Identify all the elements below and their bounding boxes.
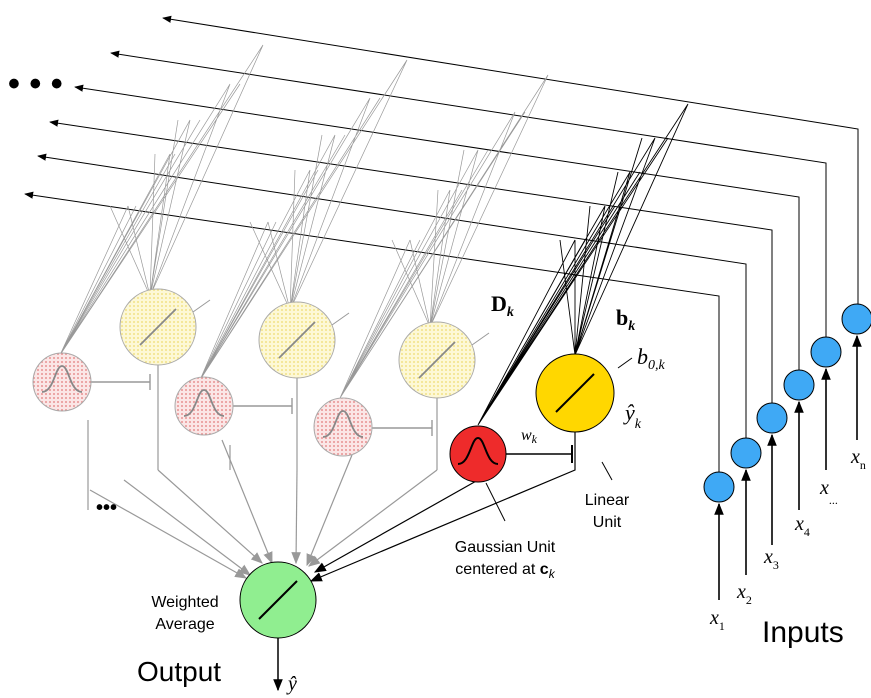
input-node-x1 [703, 471, 735, 503]
input-node-xn [841, 303, 871, 335]
bus-line-xn [162, 15, 859, 308]
output-node-group [239, 561, 317, 692]
gaussian-caption-1: Gaussian Unit [455, 539, 556, 556]
yhat-label: ŷ [286, 673, 297, 695]
input-label-x2: x2 [736, 581, 752, 607]
faded-weight-lines [59, 44, 549, 399]
input-arrows [714, 334, 862, 600]
gaussian-curve-icon [457, 436, 499, 465]
input-labels: x1 x2 x3 x4 x... xn [709, 446, 866, 633]
input-node-x2 [730, 437, 762, 469]
input-nodes [703, 303, 871, 503]
ellipsis-left: ••• [96, 497, 117, 519]
linear-unit-caption-1: Linear [585, 492, 630, 509]
faded-output-arrows [87, 342, 438, 579]
bus-line-xdots [110, 50, 827, 343]
input-label-x4: x4 [794, 513, 810, 539]
input-node-x4 [783, 369, 815, 401]
D-k-label: Dk [491, 291, 514, 320]
input-label-x1: x1 [709, 607, 725, 633]
weighted-caption-1: Weighted [151, 594, 218, 611]
linear-icon [555, 373, 595, 413]
active-units [449, 353, 615, 483]
input-node-x3 [756, 402, 788, 434]
faded-units [32, 288, 490, 457]
wk-label: wk [521, 427, 538, 446]
input-label-x3: x3 [763, 546, 779, 572]
input-node-xdots [810, 336, 842, 368]
b-k-label: bk [616, 305, 635, 334]
bus-line-x3 [49, 119, 773, 405]
bus-line-x4 [74, 84, 800, 374]
output-label: Output [137, 656, 221, 687]
weighted-caption-2: Average [155, 616, 214, 633]
faded-wk-connectors [90, 374, 433, 436]
active-weight-lines [477, 103, 689, 426]
weighted-average-icon [258, 580, 298, 620]
input-bus-lines [24, 15, 859, 472]
faded-gaussian-unit-2 [174, 376, 234, 436]
active-connectors [309, 357, 633, 582]
b0k-label: b0,k [637, 344, 666, 373]
gaussian-caption-2: centered at ck [455, 561, 555, 581]
faded-gaussian-unit-3 [313, 397, 373, 457]
yhat-k-label: ŷk [623, 400, 642, 432]
inputs-label: Inputs [762, 616, 844, 649]
ellipsis-top: • • • [8, 65, 63, 103]
gaussian-unit-active [449, 425, 507, 483]
linear-unit-caption-2: Unit [593, 514, 622, 531]
bus-line-x1 [24, 191, 720, 472]
faded-gaussian-unit-1 [32, 352, 92, 412]
bus-line-x2 [37, 153, 747, 440]
input-label-xn: xn [850, 446, 866, 472]
input-label-xdots: x... [819, 477, 838, 507]
